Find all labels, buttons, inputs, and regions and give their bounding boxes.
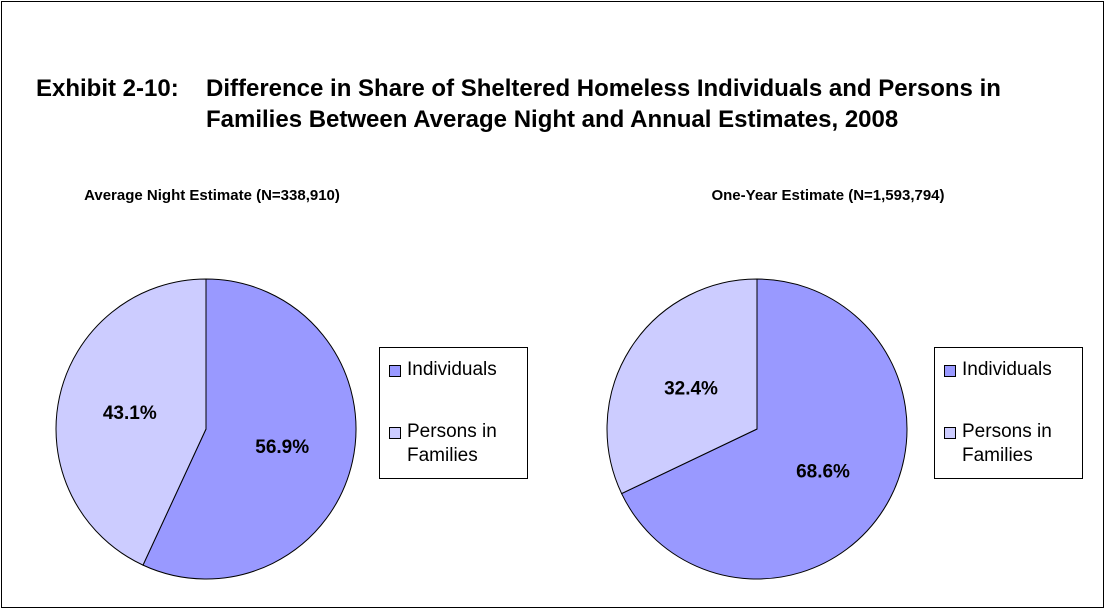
pie-left-label-persons-in-families: 43.1% — [103, 403, 157, 424]
pie-right-title: One-Year Estimate (N=1,593,794) — [711, 187, 945, 204]
pie-left-slice-individuals — [142, 278, 357, 580]
pie-left-slice-persons-in-families — [55, 278, 207, 566]
pie-right-label-individuals: 68.6% — [796, 462, 850, 483]
pie-right-label-persons-in-families: 32.4% — [664, 378, 718, 399]
legend-label: Persons in Families — [962, 421, 1052, 466]
chart-title: Difference in Share of Sheltered Homeles… — [206, 75, 1001, 133]
exhibit-number: Exhibit 2-10: — [36, 75, 179, 102]
pie-right-slice-persons-in-families — [606, 278, 758, 495]
pie-right-legend: Individuals Persons in Families — [934, 347, 1083, 479]
legend-swatch-individuals — [944, 365, 956, 377]
legend-swatch-persons-in-families — [389, 427, 401, 439]
pie-right-slice-individuals — [620, 278, 908, 580]
legend-swatch-individuals — [389, 365, 401, 377]
legend-item-persons-in-families: Persons in Families — [944, 420, 1082, 468]
legend-label: Individuals — [962, 359, 1052, 380]
legend-label: Individuals — [407, 359, 497, 380]
pie-left-legend: Individuals Persons in Families — [379, 347, 528, 479]
legend-item-individuals: Individuals — [944, 358, 1082, 382]
pie-left-label-individuals: 56.9% — [255, 437, 309, 458]
legend-label: Persons in Families — [407, 421, 497, 466]
legend-item-individuals: Individuals — [389, 358, 527, 382]
legend-item-persons-in-families: Persons in Families — [389, 420, 527, 468]
legend-swatch-persons-in-families — [944, 427, 956, 439]
pie-left-title: Average Night Estimate (N=338,910) — [84, 187, 340, 204]
